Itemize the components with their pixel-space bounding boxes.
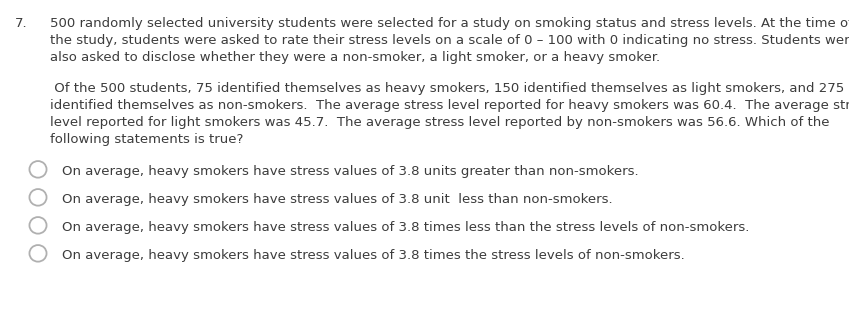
Text: Of the 500 students, 75 identified themselves as heavy smokers, 150 identified t: Of the 500 students, 75 identified thems…: [50, 82, 844, 95]
Text: following statements is true?: following statements is true?: [50, 133, 244, 146]
Text: On average, heavy smokers have stress values of 3.8 times the stress levels of n: On average, heavy smokers have stress va…: [62, 248, 685, 262]
Text: also asked to disclose whether they were a non-smoker, a light smoker, or a heav: also asked to disclose whether they were…: [50, 51, 661, 64]
Text: identified themselves as non-smokers.  The average stress level reported for hea: identified themselves as non-smokers. Th…: [50, 99, 849, 112]
Text: On average, heavy smokers have stress values of 3.8 unit  less than non-smokers.: On average, heavy smokers have stress va…: [62, 192, 613, 206]
Text: On average, heavy smokers have stress values of 3.8 units greater than non-smoke: On average, heavy smokers have stress va…: [62, 164, 638, 178]
Text: 7.: 7.: [15, 17, 28, 30]
Text: 500 randomly selected university students were selected for a study on smoking s: 500 randomly selected university student…: [50, 17, 849, 30]
Text: level reported for light smokers was 45.7.  The average stress level reported by: level reported for light smokers was 45.…: [50, 116, 829, 129]
Text: the study, students were asked to rate their stress levels on a scale of 0 – 100: the study, students were asked to rate t…: [50, 34, 849, 47]
Text: On average, heavy smokers have stress values of 3.8 times less than the stress l: On average, heavy smokers have stress va…: [62, 220, 750, 234]
